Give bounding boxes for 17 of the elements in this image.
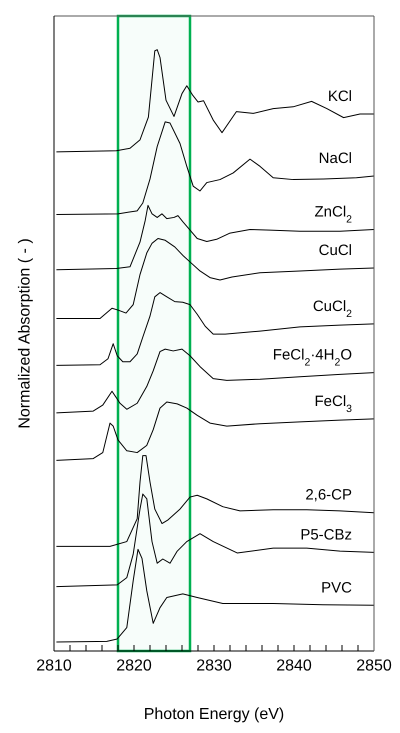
series-label: FeCl$_{3}$ xyxy=(314,392,352,415)
series-label: CuCl xyxy=(318,242,352,259)
x-tick-label: 2820 xyxy=(116,657,152,674)
x-axis-title: Photon Energy (eV) xyxy=(144,706,284,723)
x-tick-label: 2810 xyxy=(36,657,72,674)
series-label: CuCl$_{2}$ xyxy=(312,298,352,320)
series-label: P5-CBz xyxy=(300,526,352,544)
series-label: FeCl$_{2}$·4H$_{2}$O xyxy=(272,346,352,369)
y-axis-title: Normalized Absorption ( - ) xyxy=(16,238,34,429)
series-label: KCl xyxy=(328,88,352,106)
series-label: NaCl xyxy=(318,150,352,167)
x-tick-label: 2840 xyxy=(276,657,312,674)
series-label: PVC xyxy=(321,579,352,596)
series-label: ZnCl$_{2}$ xyxy=(314,203,352,226)
x-tick-label: 2830 xyxy=(196,657,232,674)
series-label: 2,6-CP xyxy=(305,486,352,504)
x-tick-label: 2850 xyxy=(356,657,392,674)
